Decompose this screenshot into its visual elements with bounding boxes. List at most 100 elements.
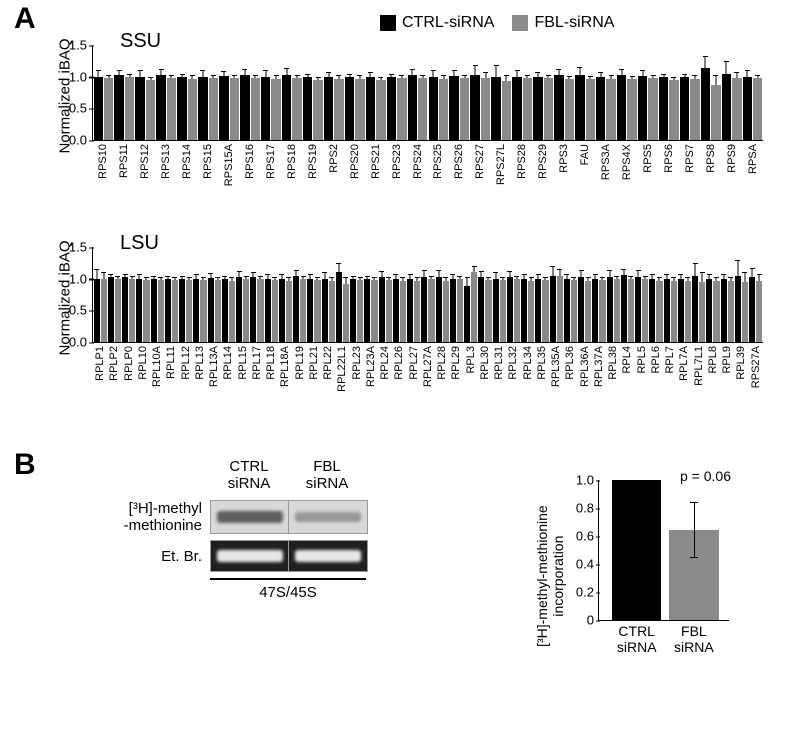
- bar-fbl: [523, 78, 532, 140]
- bar-group: RPL3: [464, 247, 478, 342]
- bar-group: RPL23: [350, 247, 364, 342]
- bar-ctrl: [322, 279, 328, 342]
- xlabel: RPS6: [663, 140, 675, 173]
- pvalue-label: p = 0.06: [680, 468, 731, 484]
- bar-ctrl: [156, 75, 165, 140]
- bar-group: RPS8: [700, 45, 721, 140]
- bar-fbl: [685, 281, 691, 342]
- xlabel: RPL28: [436, 342, 448, 380]
- bar-group: RPL37A: [592, 247, 606, 342]
- bar-ctrl: [721, 279, 727, 342]
- lsu-bars: RPLP1RPLP2RPLP0RPL10RPL10ARPL11RPL12RPL1…: [93, 247, 763, 342]
- bar-ctrl: [122, 277, 128, 342]
- bar-ctrl: [261, 77, 270, 140]
- xlabel: RPL24: [379, 342, 391, 380]
- bar-group: RPL34: [521, 247, 535, 342]
- ytick: 0.5: [69, 303, 93, 318]
- ytick: 1.5: [69, 240, 93, 255]
- bar-ctrl: [735, 276, 741, 343]
- legend-fbl: FBL-siRNA: [512, 14, 614, 32]
- bar-ctrl: [135, 77, 144, 140]
- bar-group: RPL22L1: [335, 247, 349, 342]
- ytick: 0.4: [576, 557, 599, 572]
- bar-group: RPS23: [386, 45, 407, 140]
- bar-ctrl: [94, 77, 103, 140]
- bar-ctrl: [436, 277, 442, 342]
- bar-fbl: [565, 79, 574, 140]
- bar-ctrl: [336, 272, 342, 342]
- bar-fbl: [143, 280, 149, 342]
- bar-group: RPL15: [236, 247, 250, 342]
- bar-group: RPL31: [492, 247, 506, 342]
- ssu-chart: RPS10RPS11RPS12RPS13RPS14RPS15RPS15ARPS1…: [92, 45, 763, 141]
- ytick: 0.5: [69, 101, 93, 116]
- xlabel: RPL6: [650, 342, 662, 374]
- bar-fbl: [292, 78, 301, 140]
- bar-ctrl: [680, 77, 689, 140]
- bar-fbl: [158, 280, 164, 342]
- bar-fbl: [542, 280, 548, 342]
- bar-group: RPS27L: [491, 45, 512, 140]
- bar-group: FAU: [575, 45, 596, 140]
- bar-group: RPL6: [649, 247, 663, 342]
- bar-ctrl: [664, 279, 670, 342]
- bar-group: RPL26: [392, 247, 406, 342]
- panelb-chart: 00.20.40.60.81.0CTRL siRNAFBL siRNA: [598, 480, 729, 621]
- bar-ctrl: [350, 279, 356, 342]
- bar-group: RPS27A: [749, 247, 763, 342]
- xlabel: RPL7L1: [693, 342, 705, 386]
- legend-fbl-label: FBL-siRNA: [534, 14, 614, 32]
- bar-group: RPS10: [93, 45, 114, 140]
- bar-ctrl: [450, 279, 456, 342]
- bar-fbl: [439, 79, 448, 140]
- bar-ctrl: [678, 279, 684, 342]
- xlabel: RPS13: [160, 140, 172, 179]
- bar-fbl: [355, 79, 364, 140]
- bar-fbl: [656, 281, 662, 342]
- xlabel: RPL27: [408, 342, 420, 380]
- legend: CTRL-siRNA FBL-siRNA: [380, 14, 614, 32]
- bar-fbl: [343, 284, 349, 342]
- bar-ctrl: [596, 77, 605, 140]
- bar-ctrl: [366, 77, 375, 140]
- xlabel: RPSA: [747, 140, 759, 174]
- bar-fbl: [627, 79, 636, 140]
- bar-group: RPS17: [261, 45, 282, 140]
- xlabel: RPL13: [194, 342, 206, 380]
- bar-ctrl: [743, 77, 752, 140]
- bar-fbl: [585, 281, 591, 342]
- bar-ctrl: [535, 279, 541, 342]
- bar-ctrl: [114, 75, 123, 140]
- xlabel: RPL10: [137, 342, 149, 380]
- xlabel: RPLP2: [108, 342, 120, 381]
- bar-fbl: [728, 281, 734, 342]
- bar-group: RPL23A: [364, 247, 378, 342]
- bar-ctrl: [470, 75, 479, 140]
- bar-fbl: [313, 80, 322, 140]
- xlabel: RPL12: [180, 342, 192, 380]
- bar-group: RPS16: [240, 45, 261, 140]
- bar-fbl: [104, 78, 113, 140]
- xlabel: RPL39: [735, 342, 747, 380]
- ytick: 1.0: [576, 473, 599, 488]
- bar-fbl: [229, 281, 235, 342]
- bar-group: RPL8: [706, 247, 720, 342]
- bar-ctrl: [240, 75, 249, 140]
- bar-ctrl: [491, 77, 500, 140]
- bar-ctrl: [165, 279, 171, 342]
- bar-fbl: [357, 280, 363, 342]
- bar-group: RPL7: [663, 247, 677, 342]
- xlabel: RPL36: [564, 342, 576, 380]
- bar-ctrl: [219, 76, 228, 140]
- error-bar: [694, 502, 695, 558]
- legend-ctrl-swatch: [380, 15, 396, 31]
- xlabel: RPL37A: [593, 342, 605, 387]
- xlabel: RPS11: [118, 140, 130, 178]
- panel-b-label: B: [14, 448, 36, 482]
- xlabel: RPL5: [636, 342, 648, 374]
- bar-fbl: [471, 272, 477, 342]
- bar-ctrl: [607, 277, 613, 342]
- bar-fbl: [371, 280, 377, 342]
- bar-ctrl: [94, 279, 100, 342]
- xlabel: RPL26: [393, 342, 405, 380]
